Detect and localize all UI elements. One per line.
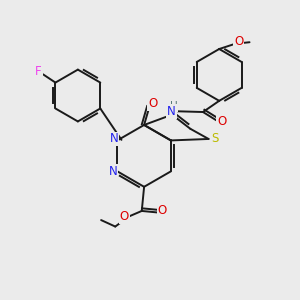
Text: O: O [217,115,226,128]
Text: S: S [212,132,219,145]
Text: N: N [110,133,118,146]
Text: O: O [148,97,158,110]
Text: N: N [109,165,117,178]
Text: O: O [119,210,129,223]
Text: N: N [167,105,176,118]
Text: O: O [158,205,167,218]
Text: F: F [35,65,42,79]
Text: O: O [234,35,244,48]
Text: H: H [170,101,177,111]
